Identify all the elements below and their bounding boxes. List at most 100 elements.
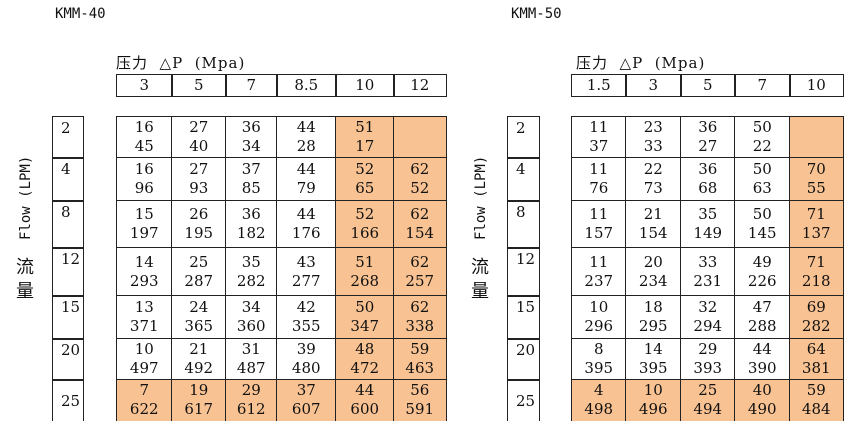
table-cell: 71 137 xyxy=(789,200,844,249)
efficiency-value: 37 xyxy=(241,160,261,179)
flow-value: 347 xyxy=(350,317,380,336)
table-cell: 8 395 xyxy=(571,338,627,381)
efficiency-value: 52 xyxy=(355,160,375,179)
flow-value: 484 xyxy=(801,400,831,419)
table-cell: 31 487 xyxy=(225,338,278,381)
table-cell: 33 231 xyxy=(680,247,736,297)
table-cell: 49 226 xyxy=(734,247,791,297)
table-cell: 50 63 xyxy=(734,157,791,202)
flow-value: 195 xyxy=(184,224,214,243)
efficiency-value: 40 xyxy=(752,381,772,400)
table-cell: 20 234 xyxy=(625,247,682,297)
pressure-label: 压力 △P (Mpa) xyxy=(576,54,706,72)
flow-value: 65 xyxy=(355,179,375,198)
table-cell: 35 149 xyxy=(680,200,736,249)
efficiency-value: 37 xyxy=(296,381,316,400)
flow-row-label: 2 xyxy=(507,116,540,159)
flow-value: 63 xyxy=(752,179,772,198)
efficiency-value: 62 xyxy=(410,252,430,271)
flow-row-label: 25 xyxy=(507,379,540,421)
table-cell: 56 591 xyxy=(393,379,447,421)
efficiency-value: 29 xyxy=(698,340,718,359)
table-cell: 36 27 xyxy=(680,116,736,159)
pressure-header: 5 xyxy=(680,74,736,97)
pressure-header: 5 xyxy=(171,74,227,97)
efficiency-value: 10 xyxy=(643,381,663,400)
table-cell: 42 355 xyxy=(276,295,337,340)
efficiency-value: 36 xyxy=(241,205,261,224)
flow-value: 293 xyxy=(129,271,159,290)
flow-value: 79 xyxy=(296,179,316,198)
efficiency-value: 11 xyxy=(589,205,609,224)
flow-row-label: 20 xyxy=(507,338,540,381)
flow-row-label: 12 xyxy=(52,247,84,297)
table-cell: 16 45 xyxy=(116,116,173,159)
flow-value: 277 xyxy=(291,271,321,290)
table-cell: 52 166 xyxy=(335,200,395,249)
table-cell: 36 34 xyxy=(225,116,278,159)
table-cell: 11 76 xyxy=(571,157,627,202)
table-cell: 44 390 xyxy=(734,338,791,381)
table-cell: 52 65 xyxy=(335,157,395,202)
efficiency-value: 69 xyxy=(806,298,826,317)
efficiency-value: 48 xyxy=(355,340,375,359)
flow-value: 287 xyxy=(184,271,214,290)
table-cell: 21 492 xyxy=(171,338,227,381)
efficiency-value: 50 xyxy=(752,118,772,137)
efficiency-value: 64 xyxy=(806,340,826,359)
pressure-header: 1.5 xyxy=(571,74,627,97)
efficiency-value: 20 xyxy=(643,252,663,271)
flow-value: 27 xyxy=(698,137,718,156)
efficiency-value: 44 xyxy=(296,160,316,179)
flow-value: 492 xyxy=(184,359,214,378)
flow-value: 381 xyxy=(801,359,831,378)
efficiency-value: 21 xyxy=(189,340,209,359)
table-cell: 64 381 xyxy=(789,338,844,381)
efficiency-value: 22 xyxy=(643,160,663,179)
flow-row-label: 15 xyxy=(507,295,540,340)
flow-value: 93 xyxy=(189,179,209,198)
table-cell: 10 296 xyxy=(571,295,627,340)
pressure-header: 8.5 xyxy=(276,74,337,97)
flow-row-label: 8 xyxy=(52,200,84,249)
efficiency-value: 13 xyxy=(134,298,154,317)
efficiency-value: 39 xyxy=(296,340,316,359)
efficiency-value: 51 xyxy=(355,118,375,137)
efficiency-value: 36 xyxy=(698,160,718,179)
flow-value: 338 xyxy=(405,317,435,336)
efficiency-value: 29 xyxy=(241,381,261,400)
flow-value: 472 xyxy=(350,359,380,378)
efficiency-value: 44 xyxy=(752,340,772,359)
table-cell: 51 268 xyxy=(335,247,395,297)
table-cell: 32 294 xyxy=(680,295,736,340)
efficiency-value: 47 xyxy=(752,298,772,317)
table-cell: 44 28 xyxy=(276,116,337,159)
efficiency-value: 27 xyxy=(189,118,209,137)
efficiency-value: 33 xyxy=(698,252,718,271)
table-cell: 7 622 xyxy=(116,379,173,421)
efficiency-value: 4 xyxy=(593,381,604,400)
efficiency-value: 11 xyxy=(589,118,609,137)
flow-value: 218 xyxy=(801,271,831,290)
flow-value: 600 xyxy=(350,400,380,419)
flow-value: 28 xyxy=(296,137,316,156)
table-cell: 43 277 xyxy=(276,247,337,297)
flow-value: 234 xyxy=(638,271,668,290)
flow-value: 617 xyxy=(184,400,214,419)
flow-value: 237 xyxy=(584,271,614,290)
flow-value: 149 xyxy=(693,224,723,243)
efficiency-value: 36 xyxy=(241,118,261,137)
efficiency-value: 21 xyxy=(643,205,663,224)
table-cell: 36 68 xyxy=(680,157,736,202)
table-cell: 22 73 xyxy=(625,157,682,202)
flow-value: 395 xyxy=(638,359,668,378)
efficiency-value: 70 xyxy=(806,160,826,179)
pressure-header: 10 xyxy=(335,74,395,97)
table-cell: 14 293 xyxy=(116,247,173,297)
table-cell: 25 287 xyxy=(171,247,227,297)
flow-value: 45 xyxy=(134,137,154,156)
table-cell: 11 157 xyxy=(571,200,627,249)
flow-value: 494 xyxy=(693,400,723,419)
efficiency-value: 50 xyxy=(355,298,375,317)
